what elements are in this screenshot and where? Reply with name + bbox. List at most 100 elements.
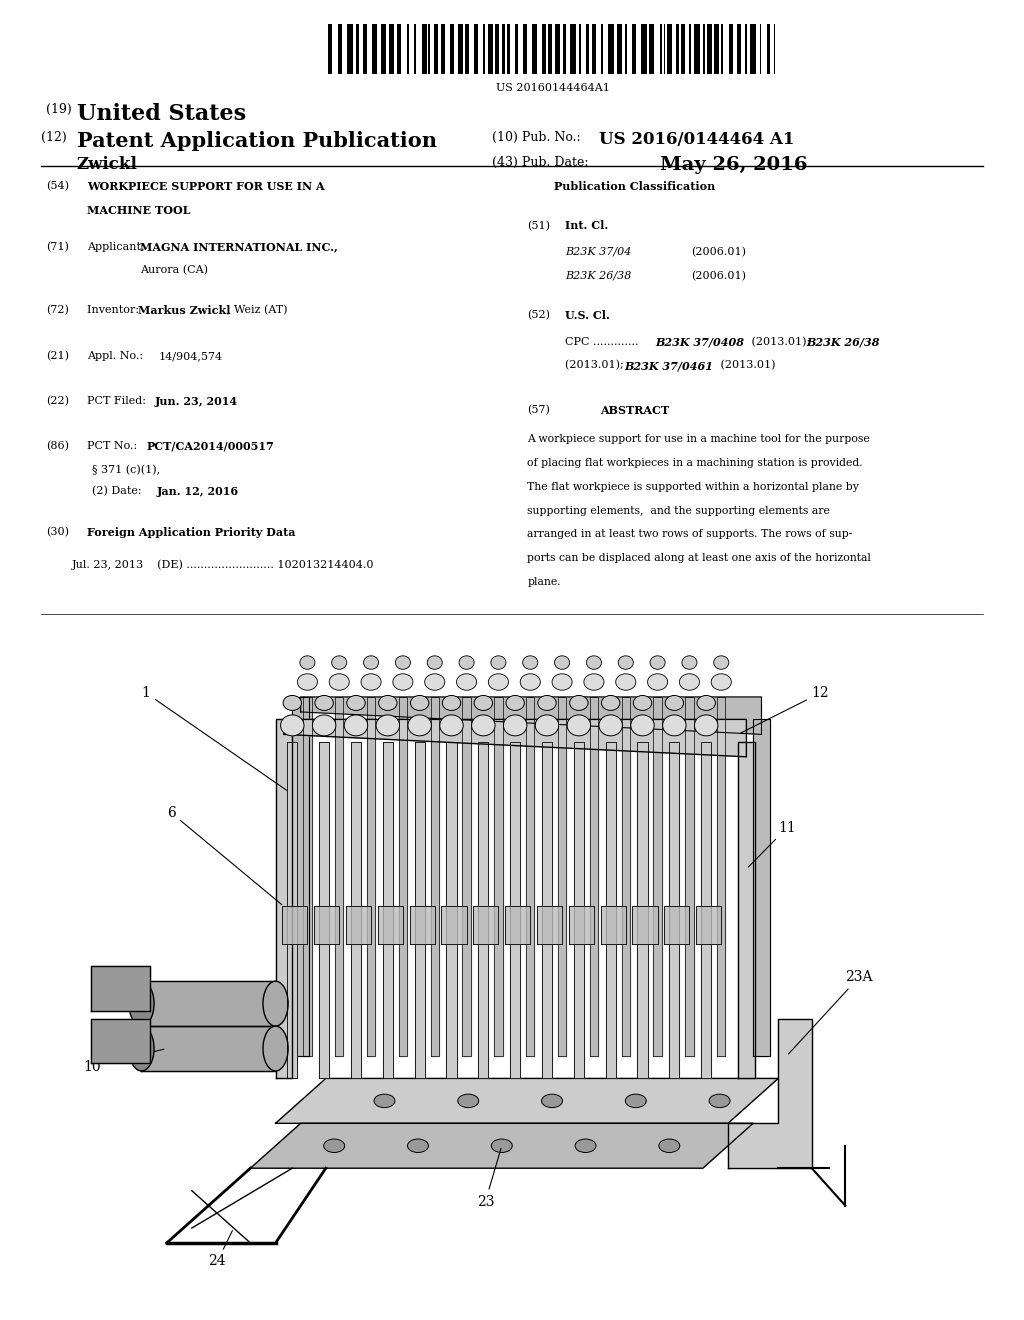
- Ellipse shape: [393, 673, 413, 690]
- Text: (22): (22): [46, 396, 69, 407]
- Bar: [347, 24, 353, 74]
- Ellipse shape: [682, 656, 697, 669]
- Ellipse shape: [283, 696, 301, 710]
- Bar: [744, 24, 746, 74]
- Polygon shape: [288, 742, 297, 1078]
- Polygon shape: [638, 742, 647, 1078]
- Text: Publication Classification: Publication Classification: [554, 181, 716, 191]
- Polygon shape: [696, 907, 721, 944]
- Ellipse shape: [584, 673, 604, 690]
- Ellipse shape: [601, 696, 620, 710]
- Text: Aurora (CA): Aurora (CA): [140, 265, 208, 276]
- Bar: [450, 24, 454, 74]
- Polygon shape: [141, 981, 275, 1026]
- Text: A workpiece support for use in a machine tool for the purpose: A workpiece support for use in a machine…: [527, 434, 870, 445]
- Ellipse shape: [679, 673, 699, 690]
- Ellipse shape: [427, 656, 442, 669]
- Ellipse shape: [647, 673, 668, 690]
- Text: (72): (72): [46, 305, 69, 315]
- Bar: [694, 24, 699, 74]
- Bar: [592, 24, 596, 74]
- Text: (2) Date:: (2) Date:: [92, 486, 141, 496]
- Bar: [355, 24, 359, 74]
- Bar: [495, 24, 500, 74]
- Text: (12): (12): [41, 131, 67, 144]
- Polygon shape: [622, 697, 630, 1056]
- Ellipse shape: [361, 673, 381, 690]
- Ellipse shape: [425, 673, 444, 690]
- Text: PCT Filed:: PCT Filed:: [87, 396, 153, 407]
- Text: CPC .............: CPC .............: [565, 337, 642, 347]
- Ellipse shape: [458, 1094, 479, 1107]
- Bar: [502, 24, 505, 74]
- Text: (21): (21): [46, 351, 69, 362]
- Bar: [563, 24, 565, 74]
- Ellipse shape: [312, 715, 336, 735]
- Ellipse shape: [569, 696, 588, 710]
- Bar: [407, 24, 409, 74]
- Polygon shape: [275, 1078, 778, 1123]
- Text: (86): (86): [46, 441, 69, 451]
- Ellipse shape: [666, 696, 684, 710]
- Text: ABSTRACT: ABSTRACT: [600, 405, 670, 416]
- Polygon shape: [415, 742, 425, 1078]
- Polygon shape: [383, 742, 393, 1078]
- Ellipse shape: [697, 696, 716, 710]
- Text: (2013.01): (2013.01): [717, 360, 775, 371]
- Bar: [373, 24, 377, 74]
- Ellipse shape: [457, 673, 476, 690]
- Ellipse shape: [297, 673, 317, 690]
- Ellipse shape: [615, 673, 636, 690]
- Bar: [681, 24, 685, 74]
- Polygon shape: [633, 907, 657, 944]
- Text: U.S. Cl.: U.S. Cl.: [565, 310, 610, 321]
- Text: Jun. 23, 2014: Jun. 23, 2014: [155, 396, 238, 407]
- Bar: [381, 24, 386, 74]
- Ellipse shape: [488, 673, 509, 690]
- Text: Markus Zwickl: Markus Zwickl: [138, 305, 230, 315]
- Text: 23A: 23A: [788, 970, 872, 1053]
- Text: B23K 37/0461: B23K 37/0461: [625, 360, 714, 371]
- Polygon shape: [91, 966, 150, 1011]
- Bar: [465, 24, 469, 74]
- Polygon shape: [495, 697, 503, 1056]
- Polygon shape: [568, 907, 594, 944]
- Text: 10: 10: [83, 1049, 164, 1074]
- Polygon shape: [670, 742, 679, 1078]
- Polygon shape: [303, 697, 311, 1056]
- Text: (2006.01): (2006.01): [691, 271, 746, 281]
- Ellipse shape: [408, 715, 431, 735]
- Ellipse shape: [631, 715, 654, 735]
- Bar: [570, 24, 575, 74]
- Polygon shape: [378, 907, 402, 944]
- Text: (19): (19): [46, 103, 72, 116]
- Text: PCT/CA2014/000517: PCT/CA2014/000517: [146, 441, 274, 451]
- Polygon shape: [251, 1123, 753, 1168]
- Text: (54): (54): [46, 181, 69, 191]
- Ellipse shape: [472, 715, 495, 735]
- Text: (30): (30): [46, 527, 69, 537]
- Ellipse shape: [663, 715, 686, 735]
- Text: Int. Cl.: Int. Cl.: [565, 220, 608, 231]
- Bar: [760, 24, 762, 74]
- Text: Jul. 23, 2013    (DE) ......................... 102013214404.0: Jul. 23, 2013 (DE) .....................…: [72, 560, 374, 570]
- Polygon shape: [335, 697, 343, 1056]
- Polygon shape: [510, 742, 520, 1078]
- Polygon shape: [319, 742, 329, 1078]
- Ellipse shape: [332, 656, 347, 669]
- Ellipse shape: [408, 1139, 428, 1152]
- Polygon shape: [717, 697, 725, 1056]
- Bar: [714, 24, 719, 74]
- Polygon shape: [728, 1019, 812, 1168]
- Polygon shape: [292, 697, 309, 1056]
- Ellipse shape: [263, 981, 288, 1026]
- Bar: [389, 24, 394, 74]
- Text: Jan. 12, 2016: Jan. 12, 2016: [157, 486, 239, 496]
- Ellipse shape: [300, 656, 315, 669]
- Bar: [488, 24, 493, 74]
- Polygon shape: [738, 742, 755, 1078]
- Ellipse shape: [439, 715, 463, 735]
- Ellipse shape: [315, 696, 334, 710]
- Text: 14/904,574: 14/904,574: [159, 351, 223, 362]
- Bar: [676, 24, 679, 74]
